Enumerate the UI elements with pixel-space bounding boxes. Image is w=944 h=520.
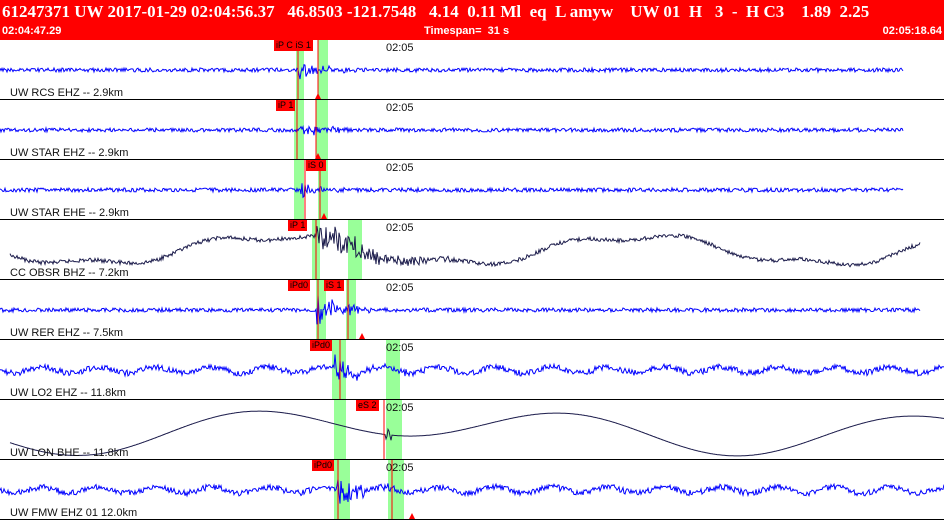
phase-pick-tag[interactable]: iP 1 [288, 220, 308, 231]
minute-tick-label: 02:05 [386, 282, 414, 294]
event-header-bar: 61247371 UW 2017-01-29 02:04:56.37 46.85… [0, 0, 944, 40]
minute-tick-label: 02:05 [386, 222, 414, 234]
trace-canvas [0, 40, 944, 520]
minute-tick-label: 02:05 [386, 102, 414, 114]
minute-tick-label: 02:05 [386, 162, 414, 174]
waveform-trace [0, 295, 921, 325]
station-label: UW FMW EHZ 01 12.0km [10, 507, 138, 519]
minute-tick-label: 02:05 [386, 342, 414, 354]
arrival-arrow-icon [315, 153, 321, 159]
phase-pick-tag[interactable]: iP 1 [276, 100, 296, 111]
station-label: UW RCS EHZ -- 2.9km [10, 87, 124, 99]
phase-pick-tag[interactable]: iPd0 [288, 280, 311, 291]
pick-window-1 [294, 100, 304, 160]
waveform-trace [0, 64, 904, 80]
phase-pick-tag[interactable]: iPd0 [312, 460, 335, 471]
waveform-trace [9, 226, 921, 268]
arrival-arrow-icon [359, 333, 365, 339]
arrival-arrow-icon [321, 213, 327, 219]
phase-pick-tag[interactable]: iS 0 [306, 160, 326, 171]
station-label: UW STAR EHE -- 2.9km [10, 207, 129, 219]
minute-tick-label: 02:05 [386, 462, 414, 474]
window-start-time: 02:04:47.29 [2, 25, 62, 37]
phase-pick-tag[interactable]: iP C iS 1 [274, 40, 313, 51]
pick-window-2 [316, 100, 328, 160]
pick-window-2 [348, 220, 362, 280]
waveform-trace [0, 183, 904, 199]
phase-pick-tag[interactable]: eS 2 [356, 400, 379, 411]
waveform-trace [0, 124, 904, 136]
station-label: UW LON BHE -- 11.8km [10, 447, 129, 459]
arrival-arrow-icon [409, 513, 415, 519]
timespan-readout: Timespan= 31 s [424, 25, 510, 37]
phase-pick-tag[interactable]: iS 1 [324, 280, 344, 291]
window-end-time: 02:05:18.64 [882, 25, 942, 37]
minute-tick-label: 02:05 [386, 42, 414, 54]
station-label: UW RER EHZ -- 7.5km [10, 327, 124, 339]
station-label: UW LO2 EHZ -- 11.8km [10, 387, 126, 399]
pick-window-2 [318, 40, 328, 100]
minute-tick-label: 02:05 [386, 402, 414, 414]
phase-pick-tag[interactable]: iPd0 [310, 340, 333, 351]
pick-window-1 [334, 400, 346, 460]
pick-window-2 [386, 400, 402, 460]
arrival-arrow-icon [315, 93, 321, 99]
waveform-trace [0, 354, 944, 381]
waveform-trace [9, 410, 944, 457]
station-label: CC OBSR BHZ -- 7.2km [10, 267, 129, 279]
waveform-trace [0, 479, 944, 504]
event-summary-text: 61247371 UW 2017-01-29 02:04:56.37 46.85… [2, 2, 870, 21]
station-label: UW STAR EHZ -- 2.9km [10, 147, 129, 159]
pick-window-1 [296, 40, 304, 100]
